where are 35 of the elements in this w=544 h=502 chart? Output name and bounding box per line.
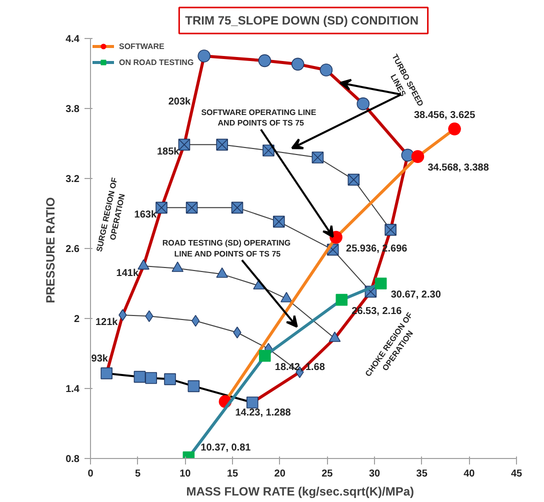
data-label: 38.456, 3.625	[414, 110, 476, 121]
data-label: 10.37, 0.81	[200, 442, 252, 454]
annotation: 185k	[156, 146, 180, 158]
annotation: SOFTWARE OPERATING LINE AND POINTS OF TS 75	[201, 108, 317, 128]
annotation: 93k	[91, 353, 108, 364]
data-label: 30.67, 2.30	[390, 290, 442, 300]
x-tick-label: 40	[464, 468, 476, 480]
x-tick-label: 25	[322, 468, 334, 480]
data-label: 14.23, 1.288	[235, 408, 292, 419]
y-tick-label: 2	[74, 314, 80, 325]
x-tick-label: 10	[180, 468, 192, 480]
data-label: 34.568, 3.388	[428, 162, 490, 174]
y-tick-label: 3.8	[66, 104, 80, 115]
y-tick-label: 1.4	[66, 384, 80, 395]
y-axis-title: PRESSURE RATIO	[44, 197, 58, 304]
x-tick-label: 30	[368, 468, 380, 480]
y-tick-label: 4.4	[66, 34, 80, 45]
y-tick-label: 3.2	[66, 174, 80, 185]
y-tick-label: 0.8	[66, 454, 80, 465]
x-tick-label: 35	[416, 468, 428, 480]
x-tick-label: 15	[226, 468, 238, 480]
x-tick-label: 20	[274, 468, 286, 480]
x-tick-label: 0	[88, 468, 94, 480]
annotation: 203k	[168, 96, 192, 108]
x-axis-title: MASS FLOW RATE (kg/sec.sqrt(K)/MPa)	[186, 484, 414, 498]
chart-title: TRIM 75_SLOPE DOWN (SD) CONDITION	[185, 14, 419, 28]
legend-label: SOFTWARE	[119, 42, 164, 50]
annotation: ROAD TESTING (SD) OPERATING LINE AND POINTS OF TS 75	[162, 238, 291, 258]
x-tick-label: 5	[135, 468, 142, 480]
x-tick-label: 45	[510, 468, 522, 480]
annotation: 163k	[134, 210, 157, 221]
annotation: 121k	[95, 317, 118, 328]
annotation: 141k	[116, 268, 139, 279]
y-tick-label: 2.6	[66, 244, 80, 255]
legend-label: ON ROAD TESTING	[119, 58, 194, 66]
